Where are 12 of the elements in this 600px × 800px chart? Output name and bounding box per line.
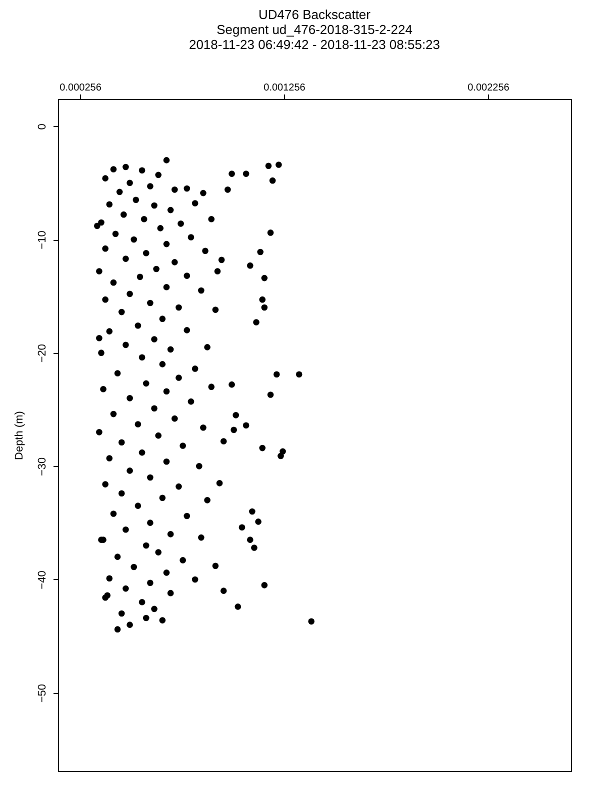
y-tick-label: 0 [36, 124, 48, 130]
y-tick-label: −20 [36, 344, 48, 363]
y-tick-label: −30 [36, 457, 48, 476]
chart-subtitle: Segment ud_476-2018-315-2-224 2018-11-23 06:49:42 - 2018-11-23 08:55:23 [188, 22, 440, 52]
y-tick-label: −50 [36, 684, 48, 703]
y-tick-label: −40 [36, 570, 48, 590]
x-tick-label: 0.000256 [60, 82, 102, 94]
x-tick-label: 0.001256 [264, 82, 306, 94]
y-axis-title: Depth (m) [14, 411, 26, 460]
x-tick-label: 0.002256 [468, 82, 510, 94]
y-tick-label: −10 [36, 230, 48, 250]
chart-title: UD476 Backscatter [258, 7, 372, 22]
